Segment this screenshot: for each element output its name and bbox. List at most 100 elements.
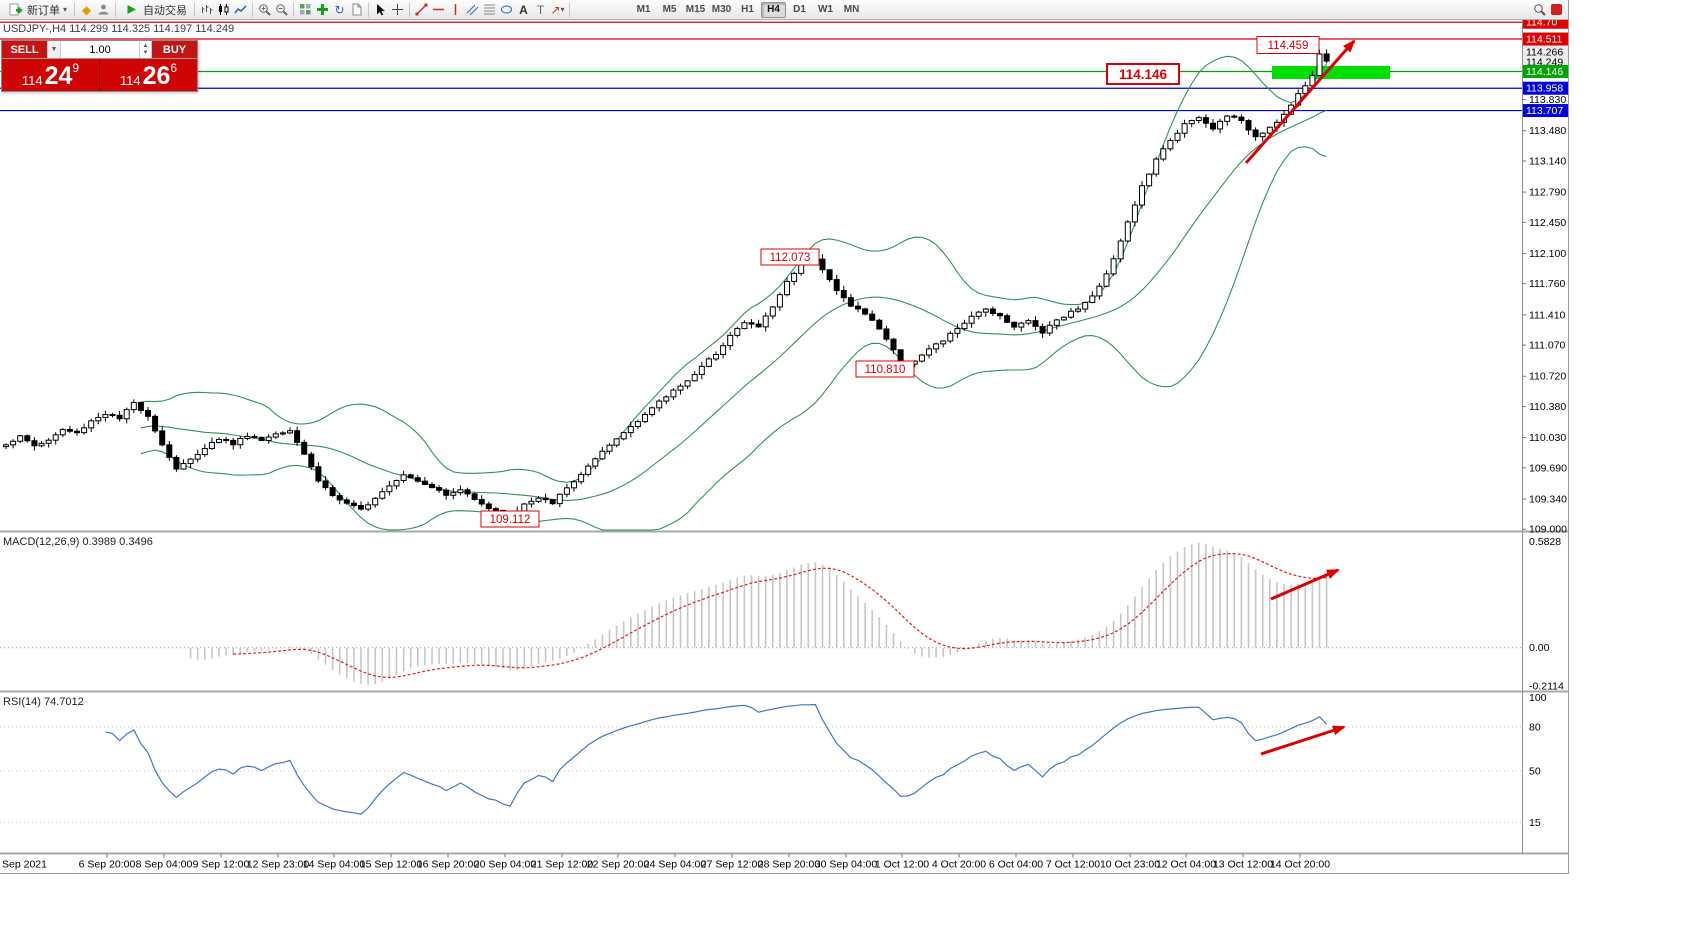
indicators-icon[interactable] <box>314 2 331 18</box>
toolbar-separator <box>194 2 196 17</box>
svg-text:109.000: 109.000 <box>1529 524 1567 536</box>
line-chart-icon[interactable] <box>232 2 249 18</box>
cursor-icon[interactable] <box>372 2 389 18</box>
svg-text:15 Sep 12:00: 15 Sep 12:00 <box>360 859 423 871</box>
ask-price-button[interactable]: 114 26 6 <box>100 59 197 91</box>
ask-price-prefix: 114 <box>119 73 141 88</box>
main-toolbar: 新订单 ▾ ◆ 自动交易 <box>0 0 1568 20</box>
fibonacci-icon[interactable] <box>481 2 498 18</box>
arrows-tool-icon[interactable]: ↗ ▾ <box>550 2 565 17</box>
tile-windows-icon[interactable] <box>297 2 314 18</box>
trend-arrows[interactable] <box>1244 39 1356 756</box>
axis-price-box <box>1523 65 1568 79</box>
volume-stepper[interactable]: ▲ ▼ <box>139 41 152 58</box>
timeframe-d1[interactable]: D1 <box>793 4 806 15</box>
rsi-indicator <box>0 703 1522 823</box>
svg-text:111.070: 111.070 <box>1529 340 1566 352</box>
svg-text:4 Oct 20:00: 4 Oct 20:00 <box>932 859 986 871</box>
shapes-icon[interactable] <box>498 2 515 18</box>
svg-text:0.00: 0.00 <box>1529 642 1550 654</box>
svg-text:Sep 2021: Sep 2021 <box>2 859 47 871</box>
svg-text:27 Sep 12:00: 27 Sep 12:00 <box>701 859 764 871</box>
axis-price-box <box>1523 104 1568 118</box>
sell-button[interactable]: SELL <box>2 41 47 58</box>
svg-text:111.760: 111.760 <box>1529 278 1566 290</box>
svg-text:110.380: 110.380 <box>1529 401 1566 413</box>
text-icon[interactable]: A <box>519 2 528 17</box>
quote-divider <box>99 59 100 91</box>
svg-text:112.100: 112.100 <box>1529 248 1566 260</box>
timeframe-h4[interactable]: H4 <box>761 1 787 18</box>
pane-separators[interactable] <box>0 20 1568 855</box>
svg-text:21 Sep 12:00: 21 Sep 12:00 <box>531 859 594 871</box>
svg-text:6 Sep 20:00: 6 Sep 20:00 <box>79 859 136 871</box>
trendline-icon[interactable] <box>413 2 430 18</box>
svg-text:110.030: 110.030 <box>1529 432 1566 444</box>
toolbar-separator <box>115 2 117 17</box>
candlestick-chart-icon[interactable] <box>215 2 232 18</box>
svg-text:109.690: 109.690 <box>1529 462 1567 474</box>
chart-canvas[interactable]: 113.830 113.480 113.140 112.790 112.450 112.1… <box>0 0 1569 874</box>
buy-button[interactable]: BUY <box>152 41 197 58</box>
new-order-icon <box>7 2 24 18</box>
bid-price-prefix: 114 <box>21 73 43 88</box>
new-order-button[interactable]: 新订单 ▾ <box>3 1 71 18</box>
label-icon[interactable]: T <box>536 2 545 17</box>
templates-icon[interactable] <box>348 2 365 18</box>
timeframe-m15[interactable]: M15 <box>685 4 706 15</box>
timeframe-m30[interactable]: M30 <box>711 4 732 15</box>
volume-input[interactable] <box>61 41 139 58</box>
svg-text:13 Oct 12:00: 13 Oct 12:00 <box>1213 859 1273 871</box>
chevron-down-icon: ▾ <box>63 5 68 14</box>
autotrading-button[interactable]: 自动交易 <box>119 1 191 18</box>
svg-text:6 Oct 04:00: 6 Oct 04:00 <box>989 859 1043 871</box>
cycle-icon[interactable]: ↻ <box>334 2 345 17</box>
svg-text:22 Sep 20:00: 22 Sep 20:00 <box>587 859 650 871</box>
svg-text:114.511: 114.511 <box>1526 34 1563 46</box>
symbol-ohlc-label: USDJPY-,H4 114.299 114.325 114.197 114.2… <box>3 23 235 35</box>
candles-layer <box>3 49 1330 522</box>
autotrading-icon <box>123 2 140 18</box>
vertical-line-icon[interactable] <box>447 2 464 18</box>
zoom-out-icon[interactable] <box>273 2 290 18</box>
macd-indicator <box>0 542 1522 685</box>
market-watch-icon[interactable]: ◆ <box>81 2 92 17</box>
svg-text:111.410: 111.410 <box>1529 309 1566 321</box>
svg-text:-0.2114: -0.2114 <box>1529 681 1564 693</box>
horizontal-line-icon[interactable] <box>430 2 447 18</box>
axis-price-box <box>1523 81 1568 95</box>
ask-price-sup: 6 <box>170 61 178 75</box>
svg-text:100: 100 <box>1529 692 1547 704</box>
toolbar-separator <box>569 2 571 17</box>
price-callouts[interactable]: 114.459 114.146 112.073 110.810 109.112 <box>480 36 1320 528</box>
svg-text:24 Sep 04:00: 24 Sep 04:00 <box>644 859 707 871</box>
svg-text:14 Oct 20:00: 14 Oct 20:00 <box>1270 859 1330 871</box>
toolbar-separator <box>368 2 370 17</box>
price-axis[interactable]: 113.830 113.480 113.140 112.790 112.450 112.1… <box>1522 15 1568 829</box>
timeframe-w1[interactable]: W1 <box>818 4 834 15</box>
profile-icon[interactable] <box>95 2 112 18</box>
svg-text:114.459: 114.459 <box>1268 40 1309 52</box>
bar-chart-icon[interactable] <box>198 2 215 18</box>
bid-price-button[interactable]: 114 24 9 <box>2 59 99 91</box>
timeframe-h1[interactable]: H1 <box>741 4 754 15</box>
svg-text:50: 50 <box>1529 766 1541 778</box>
timeframe-m1[interactable]: M1 <box>636 4 651 15</box>
crosshair-icon[interactable] <box>389 2 406 18</box>
alert-icon[interactable] <box>1548 2 1565 18</box>
channel-icon[interactable] <box>464 2 481 18</box>
search-icon[interactable] <box>1531 2 1548 18</box>
svg-text:112.073: 112.073 <box>770 252 811 264</box>
svg-text:112.790: 112.790 <box>1529 187 1566 199</box>
zoom-in-icon[interactable] <box>256 2 273 18</box>
timeframe-m5[interactable]: M5 <box>662 4 677 15</box>
time-axis[interactable]: Sep 2021 6 Sep 20:00 8 Sep 04:00 9 Sep 12:0… <box>2 853 1330 871</box>
svg-text:1 Oct 12:00: 1 Oct 12:00 <box>875 859 929 871</box>
svg-text:7 Oct 12:00: 7 Oct 12:00 <box>1046 859 1100 871</box>
svg-text:112.450: 112.450 <box>1529 217 1566 229</box>
timeframe-mn[interactable]: MN <box>843 4 860 15</box>
svg-text:14 Sep 04:00: 14 Sep 04:00 <box>303 859 366 871</box>
order-options-caret[interactable]: ▼ <box>47 41 61 58</box>
highlight-rectangle[interactable] <box>1272 66 1390 79</box>
